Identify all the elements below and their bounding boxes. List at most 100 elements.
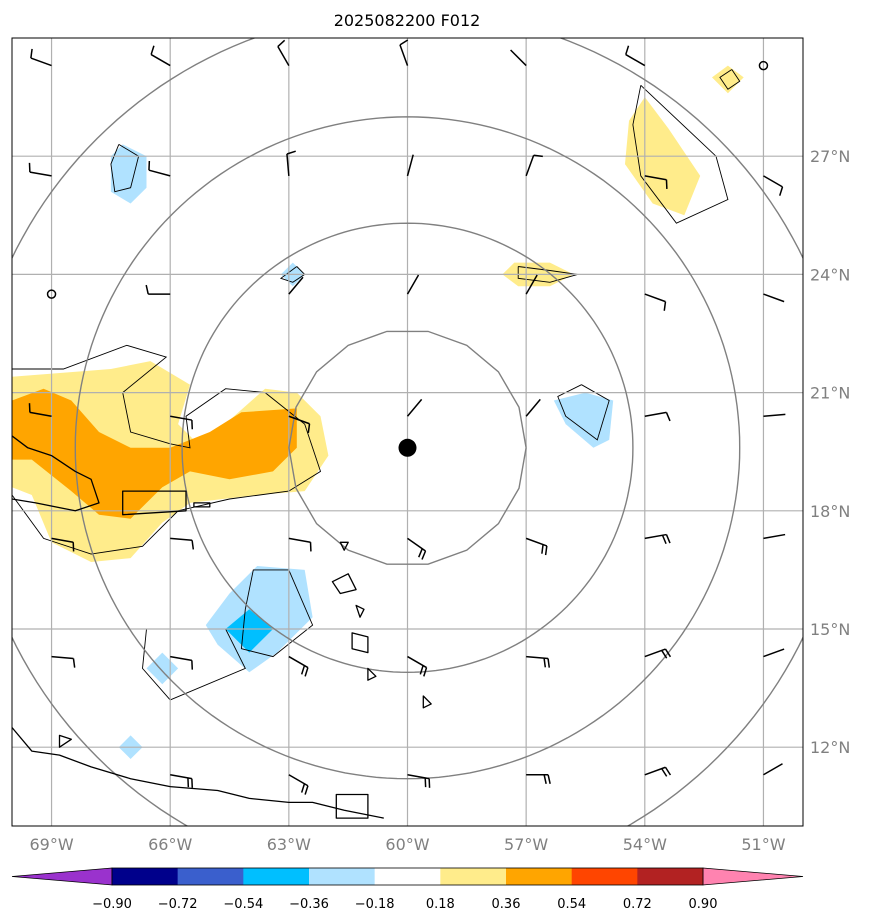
wind-barb <box>644 766 672 777</box>
lat-tick-label: 21°N <box>810 384 850 403</box>
wind-barb <box>644 293 667 311</box>
wind-barb <box>148 160 171 177</box>
wind-barb <box>288 276 304 295</box>
lon-tick-label: 69°W <box>29 835 73 854</box>
shaded-region-neg1 <box>553 392 614 448</box>
coastline <box>335 793 369 819</box>
lat-tick-label: 27°N <box>810 147 850 166</box>
range-ring <box>74 116 741 780</box>
lon-tick-label: 60°W <box>385 835 429 854</box>
wind-barb <box>406 398 423 417</box>
wind-barb <box>525 154 543 177</box>
contour-line <box>719 69 741 90</box>
coastline <box>122 490 187 516</box>
colorbar-tick-label: −0.54 <box>223 897 263 912</box>
wind-barb <box>526 655 551 668</box>
colorbar-segment <box>440 868 507 885</box>
wind-barb <box>525 274 538 295</box>
colorbar-tick-label: −0.90 <box>92 897 132 912</box>
colorbar-extend-high <box>702 867 804 886</box>
lat-tick-label: 18°N <box>810 502 850 521</box>
storm-center <box>398 438 417 457</box>
lon-tick-label: 57°W <box>504 835 548 854</box>
colorbar-tick-label: −0.72 <box>158 897 198 912</box>
colorbar-tick-label: 0.54 <box>557 897 586 912</box>
coastlines <box>12 435 432 819</box>
graticule <box>12 38 803 826</box>
wind-barb <box>288 655 309 677</box>
colorbar-segment <box>243 868 310 885</box>
wind-barb <box>406 154 414 177</box>
wind-barb <box>170 415 194 430</box>
colorbar-tick-label: 0.72 <box>623 897 652 912</box>
colorbar-tick-label: 0.18 <box>426 897 455 912</box>
wind-barb <box>525 537 548 556</box>
wind-barb <box>510 49 527 67</box>
wind-barb <box>763 413 786 417</box>
shaded-region-pos1 <box>712 65 744 94</box>
wind-barb <box>644 648 672 659</box>
coastline <box>58 734 72 748</box>
wind-barb <box>288 537 312 552</box>
colorbar-segment <box>637 868 704 885</box>
lat-tick-label: 24°N <box>810 265 850 284</box>
colorbar-segment <box>506 868 572 885</box>
shaded-region-pos2 <box>12 388 297 519</box>
colorbar-tick-label: −0.18 <box>355 897 395 912</box>
wind-barb <box>145 284 171 295</box>
colorbar-segment <box>571 868 638 885</box>
coastline <box>12 727 384 819</box>
wind-barb <box>525 398 541 417</box>
wind-barb <box>407 537 427 560</box>
lon-tick-label: 63°W <box>267 835 311 854</box>
wind-barb <box>526 774 551 784</box>
wind-barb <box>625 45 646 67</box>
lat-tick-label: 12°N <box>810 738 850 757</box>
colorbar-tick-label: 0.90 <box>689 897 718 912</box>
colorbar-segment <box>309 868 375 885</box>
coastline <box>355 604 365 618</box>
range-rings <box>12 38 803 826</box>
latitude-labels: 12°N 15°N 18°N 21°N 24°N 27°N <box>810 147 850 757</box>
coastline <box>367 667 377 681</box>
contour-line <box>557 384 610 441</box>
wind-barbs <box>28 39 786 795</box>
colorbar-tick-label: −0.36 <box>289 897 329 912</box>
wind-barb <box>644 533 671 545</box>
coastline <box>12 435 100 512</box>
coastline <box>351 632 369 654</box>
calm-wind-marker <box>46 289 57 299</box>
calm-wind-marker <box>758 60 769 71</box>
colorbar-extend-low <box>11 867 113 886</box>
longitude-labels: 69°W 66°W 63°W 60°W 57°W 54°W 51°W <box>29 835 785 854</box>
colorbar: −0.90 −0.72 −0.54 −0.36 −0.18 0.18 0.36 0.54 0.7… <box>11 867 804 912</box>
colorbar-segment <box>374 868 441 885</box>
wind-barb <box>644 411 671 422</box>
wind-barb <box>170 655 194 670</box>
contour-line <box>12 344 322 555</box>
wind-barb <box>28 403 52 417</box>
storm-center-dot <box>398 438 417 457</box>
coastline <box>331 573 357 595</box>
wind-barb <box>170 537 195 550</box>
coastline <box>193 502 211 508</box>
figure-title: 2025082200 F012 <box>334 11 481 30</box>
wind-barb <box>51 655 76 668</box>
map-frame <box>11 37 804 827</box>
wind-barb <box>288 415 311 434</box>
wind-barb <box>288 774 309 795</box>
lon-tick-label: 51°W <box>741 835 785 854</box>
wind-barb <box>763 763 783 776</box>
coastline <box>422 695 432 709</box>
range-ring <box>288 330 527 565</box>
wind-barb <box>644 175 668 189</box>
contour-line <box>240 569 314 658</box>
colorbar-tick-label: 0.36 <box>492 897 521 912</box>
wind-barb <box>150 45 171 67</box>
wind-barb <box>763 533 786 540</box>
coastline <box>339 541 349 551</box>
map-panel <box>12 38 803 826</box>
lat-tick-label: 15°N <box>810 620 850 639</box>
wind-barb <box>763 648 785 658</box>
